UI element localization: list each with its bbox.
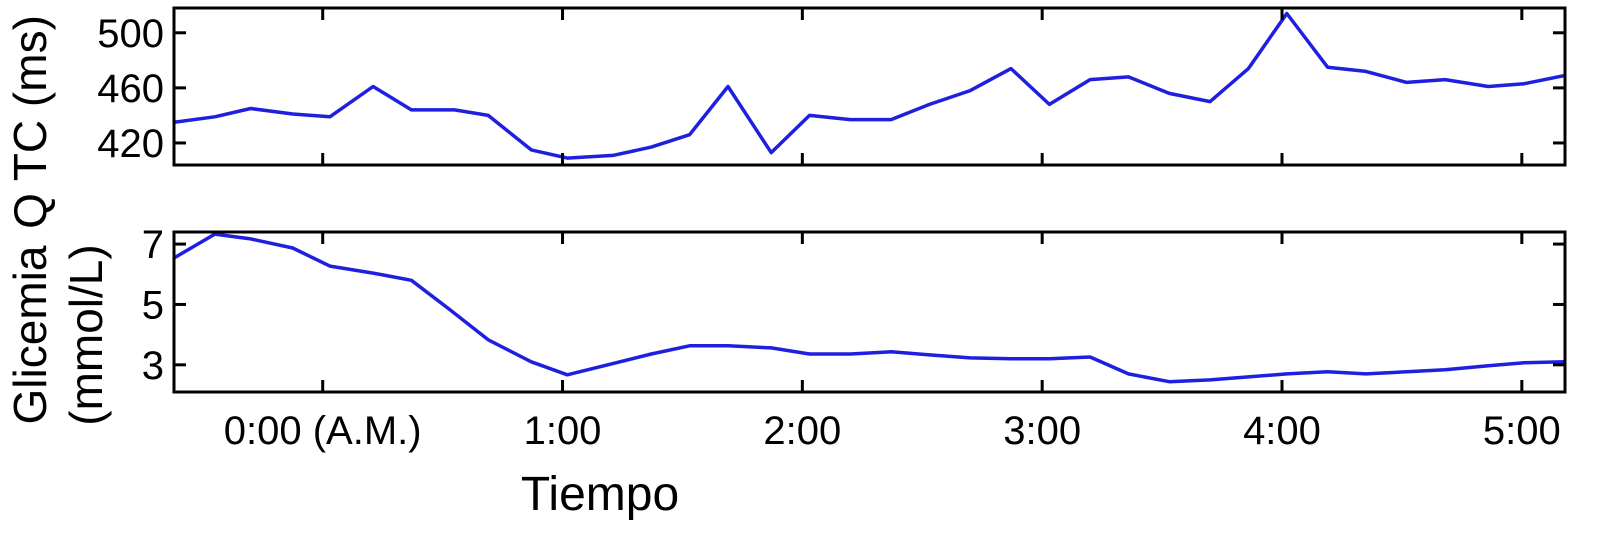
data-line (174, 11, 1565, 160)
y-tick-label: 420 (97, 122, 164, 166)
x-tick-label: 3:00 (1003, 409, 1081, 453)
x-tick-label: 0:00 (A.M.) (224, 409, 422, 453)
x-tick-label: 4:00 (1243, 409, 1321, 453)
y-tick-label: 500 (97, 12, 164, 56)
plot-frame (172, 6, 1567, 167)
y-axis-label: (mmol/L) (60, 244, 112, 425)
y-tick-label: 7 (142, 223, 164, 267)
x-tick-label: 2:00 (763, 409, 841, 453)
y-axis-label: Q TC (ms) (4, 15, 56, 229)
x-axis-label: Tiempo (521, 468, 679, 521)
plot-frame (172, 230, 1567, 394)
y-tick-label: 460 (97, 67, 164, 111)
x-tick-label: 5:00 (1483, 409, 1561, 453)
y-tick-label: 5 (142, 283, 164, 327)
y-axis-label: Glicemia (4, 245, 56, 424)
x-tick-label: 1:00 (524, 409, 602, 453)
data-line (174, 232, 1565, 384)
y-tick-label: 3 (142, 344, 164, 388)
